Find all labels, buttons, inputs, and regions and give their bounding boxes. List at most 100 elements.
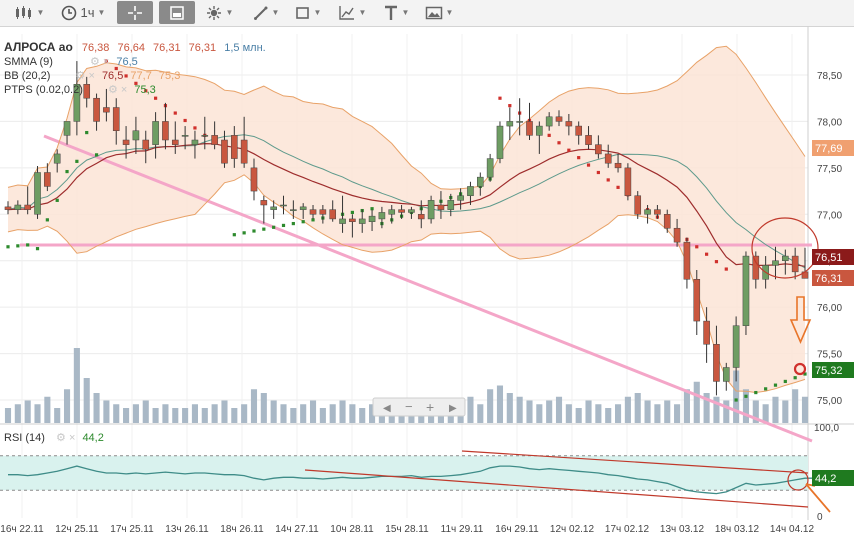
- candles-icon[interactable]: ▼: [8, 1, 50, 24]
- sar-point: [85, 130, 89, 135]
- volume-bar: [270, 400, 277, 423]
- sar-point: [370, 207, 374, 211]
- chart-area[interactable]: 78,50 78,00 77,50 77,00 76,5 0 76,00 75,50 75,00…: [0, 26, 854, 538]
- time-tick-label: 10ч 28.11: [330, 524, 374, 535]
- lower-badge: 75,32: [815, 365, 843, 377]
- sar-point: [616, 185, 620, 189]
- bb-upper-line: [7, 45, 806, 190]
- svg-text:АЛРОСА ао 76,38 76,64: АЛРОСА ао 76,38 76,64 76,31 76,31 1,5 мл…: [4, 40, 266, 54]
- volume-bar: [369, 404, 376, 423]
- candle-body: [545, 116, 553, 127]
- crosshair-icon[interactable]: [117, 1, 153, 24]
- zoom-out-button[interactable]: −: [405, 399, 413, 414]
- rsi-arrow-icon: [805, 483, 831, 513]
- candle-body: [63, 121, 71, 136]
- sar-point: [744, 394, 748, 398]
- time-tick-label: 13ч 03.12: [660, 524, 705, 535]
- sar-point: [16, 244, 20, 248]
- open-value: 76,38: [82, 42, 110, 54]
- sar-point: [183, 118, 187, 123]
- timeframe-button[interactable]: 1ч ▼: [58, 1, 108, 24]
- volume-bar: [585, 400, 592, 423]
- rsi-line: [8, 465, 815, 495]
- sar-point: [272, 225, 276, 229]
- candle-body: [398, 209, 405, 213]
- volume-bar: [142, 400, 149, 423]
- volume-bar: [792, 389, 799, 423]
- candle: [231, 126, 238, 168]
- candle-body: [703, 320, 710, 345]
- volume-bar: [487, 389, 494, 423]
- rsi-badge: 44,2: [815, 473, 836, 485]
- time-tick-label: 16ч 22.11: [0, 524, 44, 535]
- pen-icon[interactable]: ▼: [248, 1, 284, 24]
- sar-point: [773, 383, 778, 387]
- candle-body: [654, 209, 661, 215]
- fib-icon[interactable]: ▼: [333, 1, 371, 24]
- candle-body: [103, 107, 110, 113]
- candle-body: [713, 344, 720, 382]
- sar-point: [754, 390, 758, 395]
- time-tick-label: 11ч 29.11: [441, 524, 484, 535]
- candle: [112, 98, 120, 145]
- volume-bar: [63, 389, 71, 423]
- candle-body: [506, 121, 514, 127]
- candle-body: [329, 209, 337, 220]
- rsi-trend-lower: [304, 469, 809, 508]
- sar-point: [586, 163, 591, 167]
- indicator-lines: [7, 45, 806, 394]
- candle: [122, 126, 130, 159]
- sar-point: [153, 96, 158, 100]
- candle-body: [467, 186, 474, 196]
- candle: [132, 116, 140, 154]
- candle: [457, 188, 464, 210]
- rect-icon[interactable]: ▼: [290, 1, 326, 24]
- candle: [634, 191, 642, 219]
- bb-value-basis: 76,5: [102, 70, 123, 82]
- candle-body: [240, 139, 248, 164]
- sar-point: [567, 148, 571, 152]
- rsi-tick-label: 0: [817, 512, 823, 523]
- candle-body: [191, 139, 199, 145]
- price-tick-label: 78,00: [817, 117, 842, 128]
- scroll-left-button[interactable]: ◀: [383, 403, 391, 414]
- candle-body: [83, 84, 91, 99]
- high-value: 76,64: [117, 42, 145, 54]
- candle-body: [555, 116, 563, 122]
- sar-point: [803, 372, 807, 376]
- volume-bar: [329, 404, 336, 423]
- volume-bar: [575, 408, 582, 423]
- volume-bar: [14, 404, 21, 423]
- candle: [270, 200, 277, 219]
- panel-icon[interactable]: [159, 1, 195, 24]
- bollinger-bands: [8, 46, 805, 393]
- candle: [358, 209, 366, 233]
- indicators-icon[interactable]: ▼: [200, 1, 238, 24]
- sar-point: [242, 231, 246, 235]
- text-icon[interactable]: ▼: [377, 1, 415, 24]
- candle-body: [782, 255, 789, 261]
- time-tick-label: 13ч 26.11: [165, 524, 209, 535]
- candle-body: [112, 107, 120, 131]
- candle-body: [663, 214, 671, 229]
- time-tick-label: 17ч 25.11: [110, 524, 154, 535]
- volume-bar: [319, 408, 326, 423]
- candle: [476, 172, 484, 196]
- candle: [595, 135, 602, 159]
- volume-bar: [467, 396, 474, 423]
- image-icon[interactable]: ▼: [420, 1, 458, 24]
- candle-body: [516, 121, 523, 123]
- volume-bar: [477, 404, 484, 423]
- volume-bar: [241, 404, 248, 423]
- volume-bar: [221, 400, 228, 423]
- sar-point: [75, 159, 79, 163]
- volume-bar: [536, 404, 543, 423]
- candle: [398, 205, 405, 219]
- candle-body: [260, 200, 268, 206]
- candle: [329, 200, 337, 222]
- candle-body: [53, 153, 61, 164]
- zoom-in-button[interactable]: +: [426, 399, 434, 415]
- scroll-right-button[interactable]: ▶: [449, 403, 457, 414]
- candle-body: [171, 139, 179, 145]
- candle: [752, 251, 760, 289]
